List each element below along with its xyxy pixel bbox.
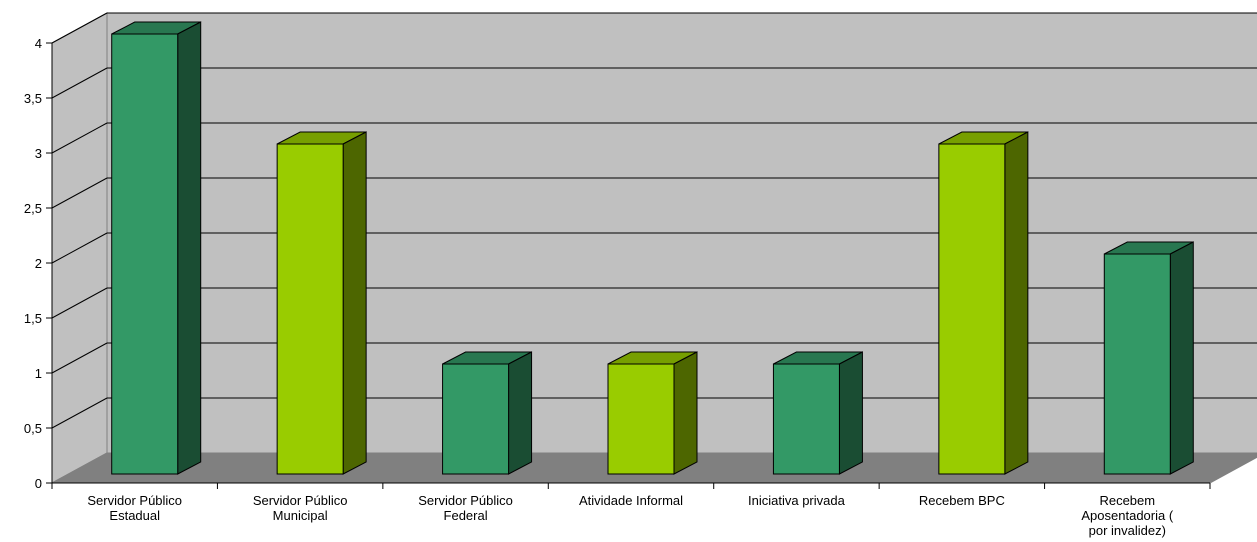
y-tick-label: 1 — [35, 366, 42, 381]
bar — [1103, 241, 1194, 475]
x-category-label-line: Servidor Público — [87, 493, 182, 508]
x-category-label: Recebem BPC — [919, 493, 1005, 508]
gridline-side — [51, 232, 108, 264]
gridline-side — [51, 12, 108, 44]
gridline-side — [51, 122, 108, 154]
x-category-label-line: por invalidez) — [1089, 523, 1166, 538]
bars — [111, 21, 1194, 475]
bar — [111, 21, 202, 475]
x-category-label-line: Recebem — [1099, 493, 1155, 508]
x-category-label-line: Aposentadoria ( — [1081, 508, 1173, 523]
bar-side — [838, 351, 863, 475]
bar-front — [772, 363, 840, 475]
x-category-label-line: Municipal — [273, 508, 328, 523]
y-tick-label: 2 — [35, 256, 42, 271]
y-tick-label: 4 — [35, 36, 42, 51]
bar-front — [276, 143, 344, 475]
y-tick-label: 3,5 — [24, 91, 42, 106]
bar-side — [508, 351, 533, 475]
x-category-label-line: Iniciativa privada — [748, 493, 846, 508]
x-category-label-line: Servidor Público — [418, 493, 513, 508]
bar-front — [442, 363, 510, 475]
y-tick-label: 0 — [35, 476, 42, 491]
gridline-side — [51, 342, 108, 374]
bar-front — [938, 143, 1006, 475]
bar-side — [177, 21, 202, 475]
x-category-label: Servidor Público Estadual — [87, 493, 182, 523]
y-tick-label: 1,5 — [24, 311, 42, 326]
bar — [607, 351, 698, 475]
gridline-side — [51, 177, 108, 209]
bar-side — [1004, 131, 1029, 475]
x-category-label: Servidor Público Federal — [418, 493, 513, 523]
x-category-label-line: Atividade Informal — [579, 493, 683, 508]
y-tick-label: 0,5 — [24, 421, 42, 436]
gridline-side — [51, 287, 108, 319]
bar-side — [673, 351, 698, 475]
y-tick-label: 2,5 — [24, 201, 42, 216]
x-category-label-line: Estadual — [109, 508, 160, 523]
bar-front — [607, 363, 675, 475]
x-category-label: Iniciativa privada — [748, 493, 846, 508]
bar-side — [342, 131, 367, 475]
x-category-label-line: Federal — [444, 508, 488, 523]
bar-front — [111, 33, 179, 475]
x-category-label: Atividade Informal — [579, 493, 683, 508]
x-category-label-line: Servidor Público — [253, 493, 348, 508]
gridline-side — [51, 67, 108, 99]
x-category-label: Servidor Público Municipal — [253, 493, 348, 523]
bar — [442, 351, 533, 475]
bar — [772, 351, 863, 475]
y-tick-label: 3 — [35, 146, 42, 161]
bar — [938, 131, 1029, 475]
x-category-label-line: Recebem BPC — [919, 493, 1005, 508]
bar — [276, 131, 367, 475]
x-category-label: Recebem Aposentadoria (por invalidez) — [1081, 493, 1173, 538]
bar-side — [1169, 241, 1194, 475]
y-axis-ticks: 0 0,5 1 1,5 2 2,5 3 3,5 4 — [24, 36, 52, 491]
gridline-side — [51, 397, 108, 429]
bar-front — [1103, 253, 1171, 475]
